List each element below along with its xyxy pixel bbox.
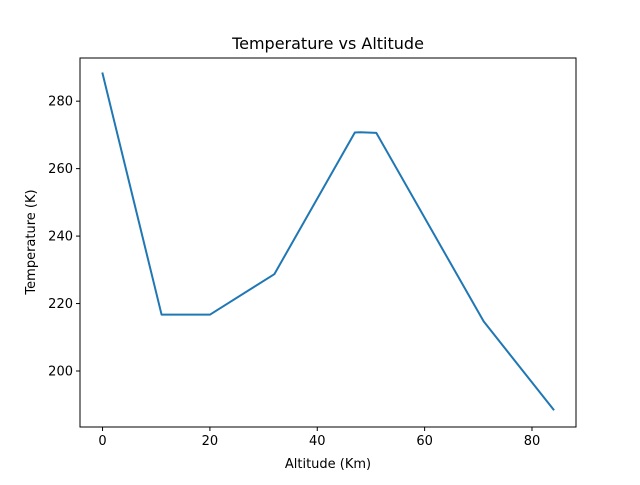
x-tick-label: 80 bbox=[524, 434, 541, 449]
y-tick-label: 200 bbox=[48, 365, 73, 380]
x-tick-label: 60 bbox=[416, 434, 433, 449]
y-tick-label: 280 bbox=[48, 95, 73, 110]
x-axis-ticks: 0 20 40 60 80 bbox=[98, 427, 540, 449]
y-axis-label: Temperature (K) bbox=[24, 189, 39, 295]
x-tick-label: 40 bbox=[309, 434, 326, 449]
y-axis-ticks: 200 220 240 260 280 bbox=[48, 95, 80, 380]
x-tick-label: 20 bbox=[202, 434, 219, 449]
x-axis-label: Altitude (Km) bbox=[285, 457, 371, 472]
x-tick-label: 0 bbox=[98, 434, 106, 449]
series-line bbox=[101, 72, 555, 411]
plot-area bbox=[101, 72, 555, 411]
y-tick-label: 240 bbox=[48, 230, 73, 245]
y-tick-label: 260 bbox=[48, 162, 73, 177]
y-tick-label: 220 bbox=[48, 297, 73, 312]
plot-frame bbox=[79, 57, 577, 428]
chart-title: Temperature vs Altitude bbox=[231, 34, 424, 53]
